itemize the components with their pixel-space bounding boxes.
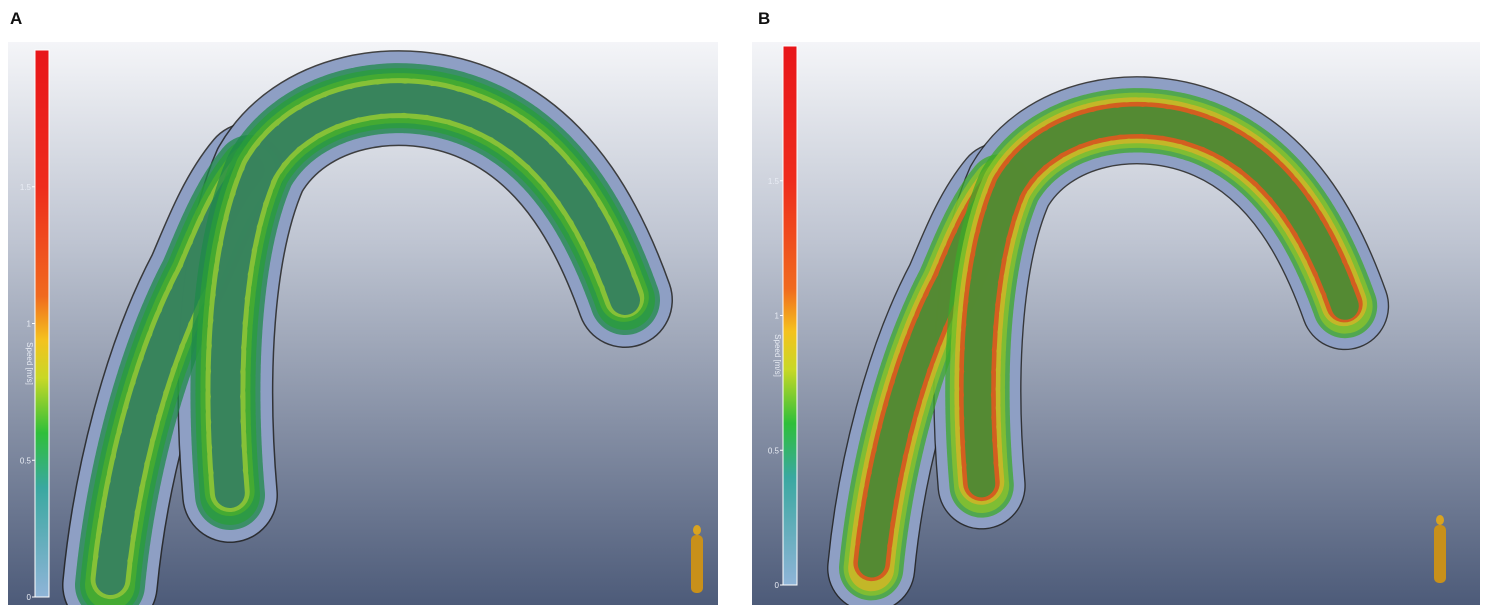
colorbar bbox=[783, 46, 797, 585]
colorbar-title: Speed [m/s] bbox=[25, 342, 34, 385]
colorbar bbox=[35, 50, 49, 597]
colorbar-tick-label: 0 bbox=[27, 593, 32, 602]
colorbar-tick-label: 0 bbox=[775, 581, 780, 590]
colorbar-tick-label: 1.5 bbox=[768, 177, 780, 186]
panel-label: A bbox=[10, 9, 22, 28]
panel: B 0 0.5 1 1.5 Speed [m/s] bbox=[752, 9, 1480, 605]
colorbar-tick-label: 0.5 bbox=[20, 456, 32, 465]
orientation-figure bbox=[691, 535, 703, 593]
colorbar-title: Speed [m/s] bbox=[773, 334, 782, 377]
colorbar-tick-label: 0.5 bbox=[768, 446, 780, 455]
orientation-figure bbox=[1434, 525, 1446, 583]
colorbar-tick-label: 1 bbox=[27, 320, 32, 329]
panel-label: B bbox=[758, 9, 770, 28]
orientation-figure bbox=[1436, 515, 1444, 525]
colorbar-tick-label: 1.5 bbox=[20, 183, 32, 192]
colorbar-tick-label: 1 bbox=[775, 312, 780, 321]
figure: A 0 0.5 1 1.5 Speed [m/s] B 0 0.5 1 1.5 Speed [m/s] bbox=[0, 0, 1489, 605]
panel: A 0 0.5 1 1.5 Speed [m/s] bbox=[8, 9, 718, 605]
orientation-figure bbox=[693, 525, 701, 535]
